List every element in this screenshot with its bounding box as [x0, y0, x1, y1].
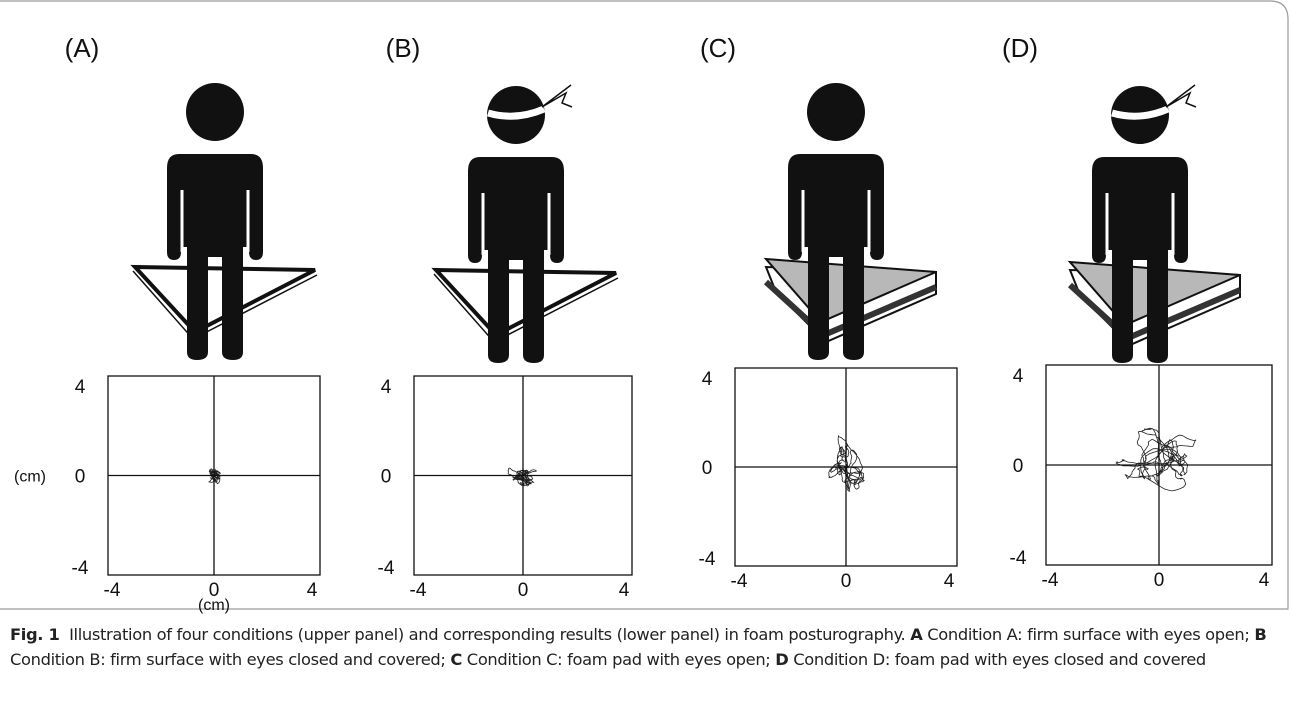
caption-key: A	[910, 625, 922, 644]
panel-label: (B)	[386, 33, 421, 63]
x-tick-label: -4	[104, 580, 121, 601]
caption-item: Condition A: firm surface with eyes open…	[927, 625, 1249, 644]
y-tick-label: 0	[381, 467, 392, 488]
x-tick-label: -4	[731, 571, 748, 592]
y-tick-label: 4	[75, 377, 86, 398]
y-tick-label: -4	[378, 558, 395, 579]
x-tick-label: 0	[518, 580, 529, 601]
y-tick-label: 0	[1013, 456, 1024, 477]
caption-label: Fig. 1	[10, 625, 59, 644]
x-tick-label: -4	[1042, 570, 1059, 591]
y-tick-label: -4	[1010, 548, 1027, 569]
y-tick-label: 0	[702, 458, 713, 479]
x-tick-label: -4	[410, 580, 427, 601]
panel-label: (C)	[700, 33, 736, 63]
x-tick-label: 0	[1154, 570, 1165, 591]
y-tick-label: 0	[75, 467, 86, 488]
person-body	[468, 157, 564, 363]
caption-item: Condition C: foam pad with eyes open;	[467, 650, 771, 669]
person-body	[167, 154, 263, 360]
y-tick-label: -4	[72, 558, 89, 579]
caption-item: Condition B: firm surface with eyes clos…	[10, 650, 446, 669]
person-head	[186, 83, 244, 141]
x-tick-label: 0	[841, 571, 852, 592]
blindfold-tie	[1166, 85, 1196, 107]
caption: Fig. 1 Illustration of four conditions (…	[10, 622, 1272, 672]
x-tick-label: 4	[944, 571, 955, 592]
y-tick-label: 4	[702, 369, 713, 390]
blindfold-tie	[542, 85, 572, 107]
caption-key: D	[775, 650, 788, 669]
figure: (A) 4 0 -4 -4 0 4 (cm) (cm) (B) 4 0 -4 -4 0 4 (C) 4 0 -4 -4 0…	[0, 0, 1290, 620]
y-unit: (cm)	[14, 469, 46, 486]
y-tick-label: 4	[381, 377, 392, 398]
panel-label: (A)	[65, 33, 100, 63]
caption-key: B	[1254, 625, 1266, 644]
y-tick-label: -4	[699, 549, 716, 570]
person-head	[807, 83, 865, 141]
page: (A) 4 0 -4 -4 0 4 (cm) (cm) (B) 4 0 -4 -4 0 4 (C) 4 0 -4 -4 0…	[0, 0, 1290, 713]
caption-key: C	[450, 650, 462, 669]
x-tick-label: 4	[1259, 570, 1270, 591]
panel-label: (D)	[1002, 33, 1038, 63]
x-tick-label: 4	[307, 580, 318, 601]
caption-text: Illustration of four conditions (upper p…	[69, 625, 905, 644]
caption-item: Condition D: foam pad with eyes closed a…	[793, 650, 1206, 669]
x-unit: (cm)	[198, 597, 230, 614]
y-tick-label: 4	[1013, 366, 1024, 387]
x-tick-label: 4	[619, 580, 630, 601]
